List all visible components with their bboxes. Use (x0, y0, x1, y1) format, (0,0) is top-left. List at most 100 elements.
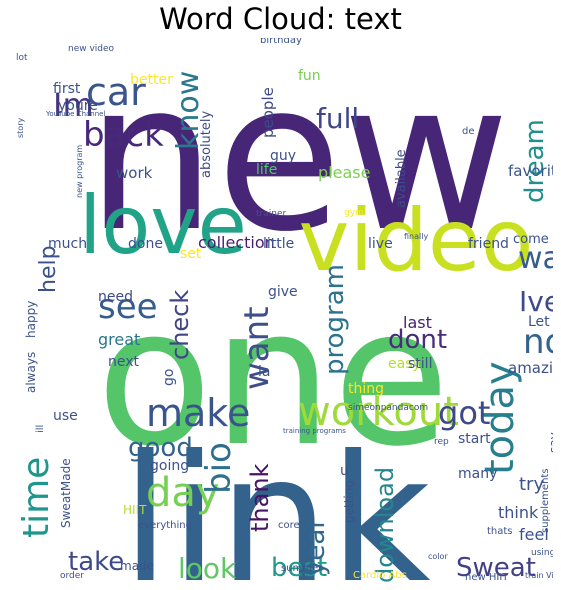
word-easy: easy (388, 356, 421, 372)
word-trainer: trainer (256, 209, 286, 219)
word-best: best (271, 553, 327, 583)
word-now: now (523, 322, 553, 362)
word-gym: gym (344, 208, 364, 218)
word-going: going (150, 458, 189, 474)
word-workout: workout (298, 389, 459, 435)
word-day: day (146, 470, 220, 516)
word-good: good (128, 433, 193, 463)
word-little: little (263, 236, 294, 252)
word-year: year (301, 518, 331, 576)
word-come: come (513, 232, 549, 247)
word-always: always (24, 352, 38, 393)
word-go: go (161, 369, 177, 386)
word-look: look (178, 552, 237, 585)
word-know: know (171, 71, 206, 150)
word-much: much (48, 236, 87, 252)
word-available: available (394, 149, 409, 208)
word-dream: dream (520, 119, 550, 203)
word-core: core (278, 520, 300, 531)
word-everything: everything (138, 520, 192, 531)
word-please: please (318, 163, 370, 182)
word-cardio-abs: Cardio Abs (353, 570, 407, 581)
word-car: car (86, 70, 146, 114)
chart-title: Word Cloud: text (159, 2, 402, 36)
word-link: link (121, 419, 431, 586)
word-friend: friend (468, 236, 509, 252)
word-take: take (68, 547, 124, 577)
word-today: today (477, 361, 523, 475)
word-feel: feel (519, 525, 549, 544)
word-download: download (371, 467, 399, 583)
word-make: make (146, 391, 250, 435)
word-story: story (16, 118, 25, 138)
word-love: love (79, 179, 247, 272)
word-dont: dont (388, 325, 447, 355)
word-happy: happy (24, 301, 38, 338)
word-one: one (96, 267, 450, 488)
word-guy: guy (270, 148, 296, 164)
word-summer: summer (281, 563, 323, 574)
word-people: people (259, 87, 277, 138)
word-ive: Ive (519, 285, 553, 318)
word-thank: thank (246, 463, 274, 532)
word-amazing: amazing (508, 359, 553, 377)
word-see: see (98, 287, 158, 327)
word-favorite: favorite (508, 162, 553, 180)
word-youre: youre (58, 98, 98, 114)
word-better: better (130, 72, 173, 88)
word-supplements: supplements (540, 468, 551, 533)
word-lot: lot (16, 53, 28, 63)
word-birthday: birthday (260, 38, 302, 46)
word-train-visit: train Visit (525, 571, 553, 580)
word-order: order (60, 571, 84, 581)
word-work: work (116, 164, 153, 182)
word-rep: rep (434, 437, 449, 447)
word-done: done (128, 236, 163, 252)
word-new-video: new video (68, 44, 115, 54)
word-last: last (403, 313, 432, 332)
word-sweatmade: SweatMade (59, 458, 73, 528)
word-check: check (166, 290, 194, 360)
word-got: got (438, 394, 490, 432)
word-try: try (519, 474, 544, 495)
word-fun: fun (298, 68, 321, 84)
word-first: first (53, 81, 81, 97)
word-start: start (458, 431, 491, 447)
word-way: way (518, 241, 553, 276)
word-made: made (120, 559, 154, 573)
word-live: live (368, 236, 393, 252)
word-program: program (320, 264, 350, 375)
word-set: set (180, 246, 202, 262)
word-say: say (547, 432, 553, 453)
word-use: use (53, 408, 78, 424)
word-need: need (98, 289, 133, 305)
word-still: still (408, 356, 432, 372)
word-life: life (256, 162, 277, 178)
word-getting: getting (342, 480, 356, 523)
word-help: help (36, 245, 61, 293)
word-thats: thats (487, 526, 513, 537)
word-thing: thing (348, 381, 384, 397)
word-new: new (86, 39, 510, 277)
word-give: give (268, 284, 298, 300)
word-let: Let (528, 314, 550, 330)
word-de: de (462, 126, 475, 137)
word-think: think (498, 503, 539, 522)
word-using: using (531, 548, 553, 558)
word-u: u (340, 463, 349, 479)
word-hiit: HIIT (123, 503, 147, 517)
word-absolutely: absolutely (199, 110, 214, 178)
word-next: next (108, 354, 140, 370)
word-great: great (98, 330, 140, 349)
word-finally: finally (404, 232, 428, 241)
word-youtube-channel: YouTube Channel (45, 110, 105, 118)
word-simeonpandacom: simeonpandacom (348, 403, 428, 413)
word-new-program: new program (75, 145, 84, 198)
word-full: full (316, 102, 359, 135)
word-collection: collection (198, 233, 275, 252)
word-video: video (299, 191, 534, 291)
word-bio: bio (199, 442, 239, 494)
word-la: la (258, 364, 270, 380)
word-many: many (458, 466, 497, 482)
